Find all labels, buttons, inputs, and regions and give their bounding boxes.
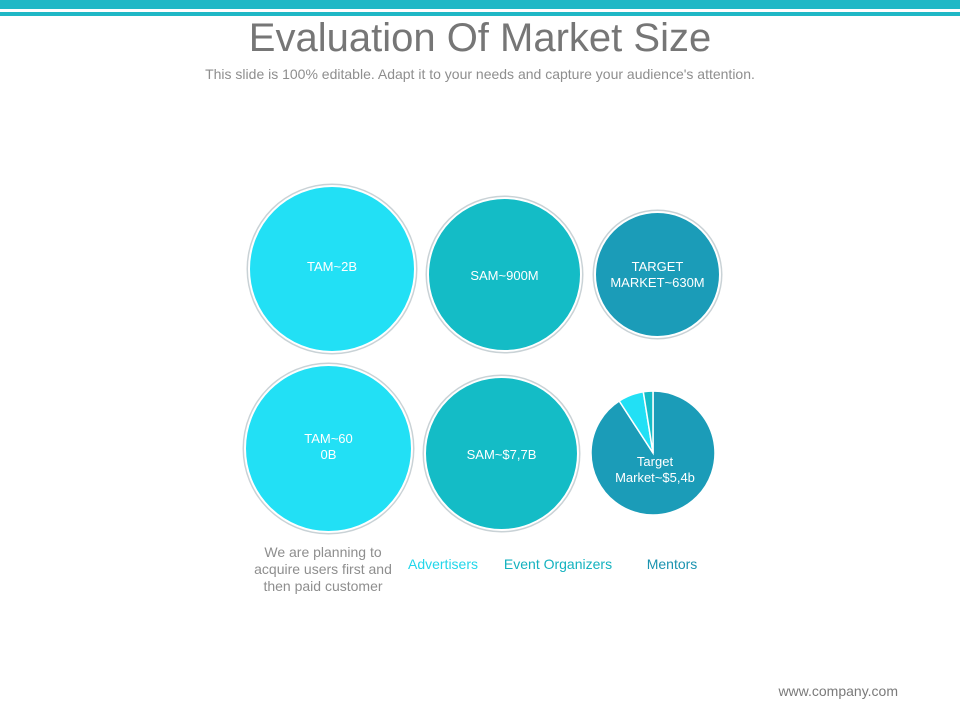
sam-users-label: SAM~900M — [470, 267, 539, 283]
top-accent-line — [0, 12, 960, 16]
target-users-label: TARGET MARKET~630M — [610, 259, 705, 290]
footer-url: www.company.com — [778, 683, 898, 699]
top-accent-bar — [0, 0, 960, 9]
legend-advertisers: Advertisers — [407, 556, 479, 572]
target-users-bubble: TARGET MARKET~630M — [594, 211, 721, 338]
page-title: Evaluation Of Market Size — [248, 16, 712, 60]
plan-note: We are planning to acquire users first a… — [254, 544, 392, 594]
sam-users-bubble: SAM~900M — [427, 197, 582, 352]
target-revenue-pie — [589, 389, 717, 517]
page-subtitle: This slide is 100% editable. Adapt it to… — [205, 66, 755, 82]
sam-revenue-bubble: SAM~$7,7B — [424, 376, 579, 531]
tam-users-bubble: TAM~2B — [248, 185, 416, 353]
legend-mentors: Mentors — [646, 556, 698, 572]
legend-event-organizers: Event Organizers — [503, 556, 613, 572]
tam-revenue-bubble: TAM~60 0B — [244, 364, 413, 533]
tam-revenue-label: TAM~60 0B — [304, 430, 353, 462]
pie-slice-teal — [642, 390, 654, 454]
target-revenue-label: Target Market~$5,4b — [615, 454, 695, 485]
tam-users-label: TAM~2B — [307, 259, 357, 274]
sam-revenue-label: SAM~$7,7B — [466, 446, 537, 462]
